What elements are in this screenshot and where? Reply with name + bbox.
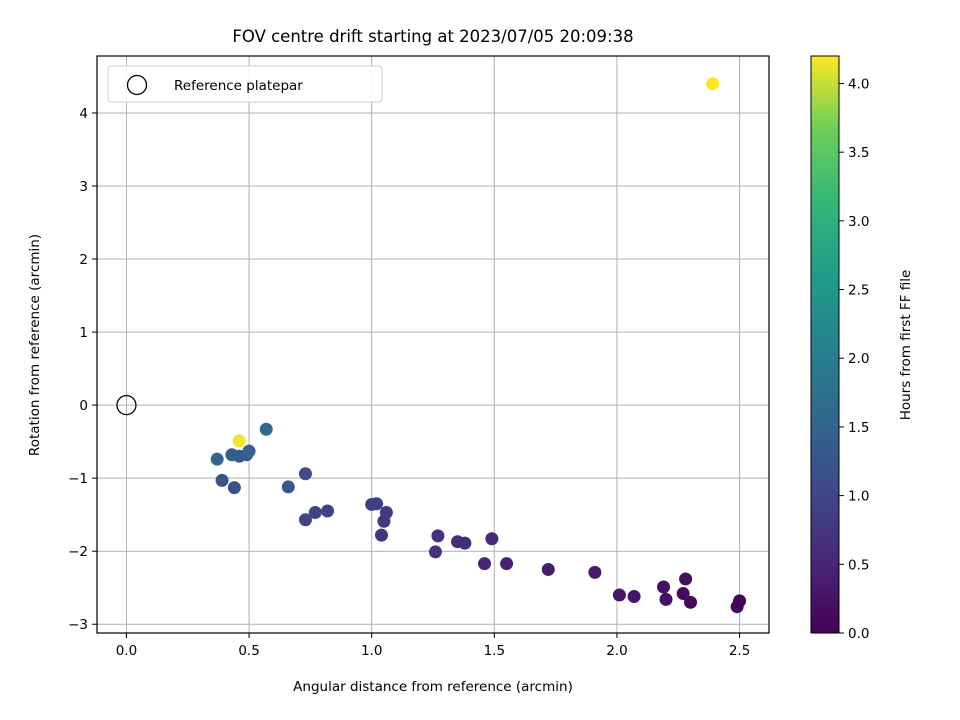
- legend-marker-reference: [126, 74, 148, 96]
- y-tick-label: −3: [68, 617, 88, 633]
- colorbar-tick-label: 1.5: [848, 420, 869, 436]
- reference-marker: [116, 394, 137, 416]
- colorbar-tick-label: 2.5: [848, 283, 869, 299]
- y-tick-label: 3: [79, 179, 88, 195]
- x-axis-title: Angular distance from reference (arcmin): [293, 679, 573, 695]
- plot-frame: [96, 55, 770, 634]
- chart-title: FOV centre drift starting at 2023/07/05 …: [232, 27, 633, 46]
- data-point: [588, 565, 602, 579]
- data-point: [657, 580, 671, 594]
- data-point: [225, 448, 239, 462]
- data-point: [627, 589, 641, 603]
- colorbar-tick-label: 0.5: [848, 557, 869, 573]
- y-tick-label: 2: [79, 252, 88, 268]
- data-point: [431, 529, 445, 543]
- data-point: [259, 422, 273, 436]
- y-tick-label: 0: [79, 398, 88, 414]
- data-point: [227, 481, 241, 495]
- grid: [97, 56, 769, 633]
- data-point: [485, 532, 499, 546]
- colorbar-tick-label: 3.5: [848, 145, 869, 161]
- colorbar-tick-label: 4.0: [848, 76, 869, 92]
- legend-label-reference: Reference platepar: [174, 78, 303, 94]
- data-point: [365, 497, 379, 511]
- data-point: [478, 557, 492, 571]
- colorbar-ticks: 0.0 0.5 1.0 1.5 2.0 2.5 3.0 3.5 4.0: [839, 76, 869, 642]
- data-point: [676, 587, 690, 601]
- data-point: [706, 77, 720, 91]
- y-axis-title: Rotation from reference (arcmin): [27, 234, 43, 456]
- data-point: [612, 588, 626, 602]
- data-point: [308, 505, 322, 519]
- data-point: [684, 595, 698, 609]
- legend: Reference platepar: [107, 65, 383, 103]
- data-point: [428, 545, 442, 559]
- data-point: [379, 505, 393, 519]
- data-point: [659, 592, 673, 606]
- data-point: [242, 444, 256, 458]
- y-tick-label: 4: [79, 106, 88, 122]
- colorbar-label: Hours from first FF file: [898, 270, 914, 421]
- data-points: [210, 77, 747, 614]
- colorbar-tick-label: 3.0: [848, 214, 869, 230]
- data-point: [298, 513, 312, 527]
- data-point: [321, 504, 335, 518]
- axis-ticks: 0.0 0.5 1.0 1.5 2.0 2.5 −3 −2 −1 0 1 2 3 4: [68, 106, 750, 659]
- y-tick-label: 1: [79, 325, 88, 341]
- x-tick-label: 1.0: [361, 643, 382, 659]
- data-point: [500, 557, 514, 571]
- data-point: [298, 467, 312, 481]
- data-point: [374, 528, 388, 542]
- colorbar-tick-label: 0.0: [848, 626, 869, 642]
- x-tick-label: 1.5: [484, 643, 505, 659]
- colorbar: 0.0 0.5 1.0 1.5 2.0 2.5 3.0 3.5 4.0 Hours from f…: [810, 55, 914, 642]
- x-tick-label: 0.0: [116, 643, 137, 659]
- x-tick-label: 2.5: [729, 643, 750, 659]
- data-point: [210, 452, 224, 466]
- y-tick-label: −1: [68, 471, 88, 487]
- data-point: [232, 434, 246, 448]
- x-tick-label: 0.5: [238, 643, 259, 659]
- data-point: [679, 572, 693, 586]
- x-tick-label: 2.0: [606, 643, 627, 659]
- colorbar-gradient: [810, 55, 840, 634]
- legend-box: [107, 65, 383, 103]
- y-tick-label: −2: [68, 544, 88, 560]
- data-point: [281, 480, 295, 494]
- data-point: [730, 600, 744, 614]
- data-point: [451, 535, 465, 549]
- data-point: [541, 562, 555, 576]
- colorbar-tick-label: 1.0: [848, 489, 869, 505]
- data-point: [215, 473, 229, 487]
- colorbar-tick-label: 2.0: [848, 351, 869, 367]
